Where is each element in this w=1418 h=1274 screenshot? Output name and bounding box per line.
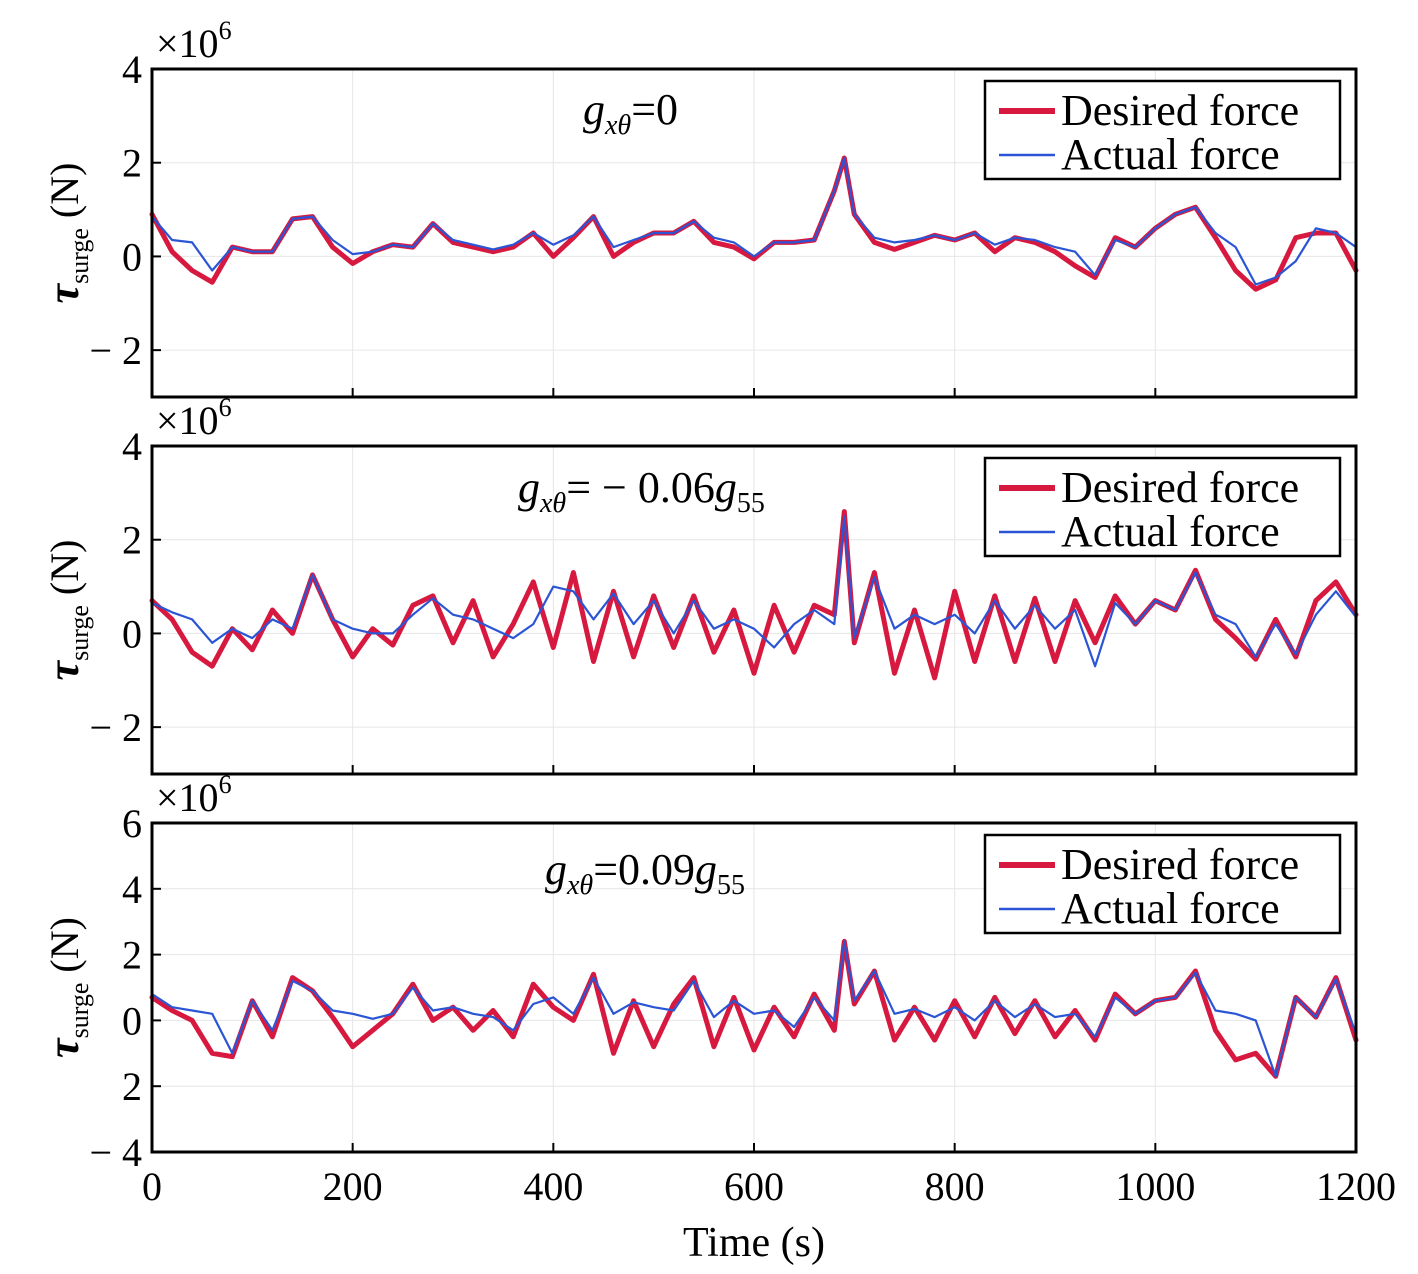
scale-base: ×10 [156, 21, 219, 66]
y-label-unit: (N) [42, 917, 87, 983]
x-tick-label: 1000 [1115, 1164, 1195, 1209]
x-tick-label: 1200 [1316, 1164, 1396, 1209]
y-tick-label: − 4 [89, 1130, 142, 1175]
legend-label: Desired force [1061, 840, 1299, 889]
series-line-actual-force [150, 156, 1358, 286]
y-label-subscript: surge [65, 983, 94, 1039]
legend-label: Desired force [1061, 86, 1299, 135]
annotation-subscript: xθ [604, 110, 631, 141]
series-line-actual-force [150, 940, 1358, 1078]
scale-exponent: 6 [219, 393, 232, 422]
y-tick-label: 0 [122, 611, 142, 656]
y-label-symbol: τ [39, 1037, 88, 1058]
scale-factor-label: ×106 [156, 16, 232, 66]
legend-label: Actual force [1061, 884, 1280, 933]
y-tick-label: 2 [122, 518, 142, 563]
x-tick-label: 800 [925, 1164, 985, 1209]
annotation-symbol: g [518, 463, 540, 512]
x-tick-label: 200 [323, 1164, 383, 1209]
gain-annotation: gxθ=0.09g55 [545, 845, 745, 901]
y-tick-label: 4 [122, 867, 142, 912]
scale-base: ×10 [156, 398, 219, 443]
y-tick-label: − 2 [89, 328, 142, 373]
annotation-value: =0.09 [593, 845, 695, 894]
scale-exponent: 6 [219, 16, 232, 45]
scale-exponent: 6 [219, 770, 232, 799]
series-line-actual-force [150, 515, 1358, 668]
annotation-symbol-2: g [715, 463, 737, 512]
gain-annotation: gxθ=0 [583, 85, 678, 141]
legend-label: Actual force [1061, 130, 1280, 179]
gain-annotation: gxθ= − 0.06g55 [518, 463, 765, 519]
y-tick-label: 2 [122, 141, 142, 186]
y-label-symbol: τ [39, 659, 88, 680]
annotation-subscript: xθ [539, 488, 566, 519]
y-tick-label: 2 [122, 933, 142, 978]
y-tick-label: 2 [122, 1064, 142, 1109]
legend-box [983, 79, 1342, 181]
y-tick-label: − 2 [89, 705, 142, 750]
y-tick-label: 0 [122, 234, 142, 279]
x-tick-label: 400 [523, 1164, 583, 1209]
y-tick-label: 4 [122, 424, 142, 469]
y-label-subscript: surge [65, 605, 94, 661]
annotation-subscript: xθ [566, 870, 593, 901]
y-axis-label: τsurge (N) [39, 540, 94, 681]
annotation-value: =0 [631, 85, 678, 134]
scale-factor-label: ×106 [156, 770, 232, 820]
annotation-symbol-2: g [695, 845, 717, 894]
y-label-symbol: τ [39, 282, 88, 303]
annotation-subscript-2: 55 [737, 488, 765, 519]
y-label-unit: (N) [42, 540, 87, 606]
annotation-subscript-2: 55 [717, 870, 745, 901]
y-axis-label: τsurge (N) [39, 917, 94, 1058]
scale-factor-label: ×106 [156, 393, 232, 443]
legend-label: Actual force [1061, 507, 1280, 556]
y-tick-label: 0 [122, 998, 142, 1043]
y-axis-label: τsurge (N) [39, 163, 94, 304]
chart-panel-top: 4 2 0 − 2 ×106 τsurge (N) gxθ=0 Desired forceAc… [39, 16, 1359, 399]
annotation-value: = − 0.06 [566, 463, 715, 512]
y-label-unit: (N) [42, 163, 87, 229]
x-tick-label: 0 [142, 1164, 162, 1209]
y-tick-label: 6 [122, 801, 142, 846]
annotation-symbol: g [583, 85, 605, 134]
y-label-subscript: surge [65, 228, 94, 284]
legend-box [983, 833, 1342, 935]
legend-box [983, 456, 1342, 558]
x-axis-label: Time (s) [683, 1220, 825, 1266]
scale-base: ×10 [156, 775, 219, 820]
x-tick-label: 600 [724, 1164, 784, 1209]
annotation-symbol: g [545, 845, 567, 894]
y-tick-label: 4 [122, 47, 142, 92]
legend-label: Desired force [1061, 463, 1299, 512]
